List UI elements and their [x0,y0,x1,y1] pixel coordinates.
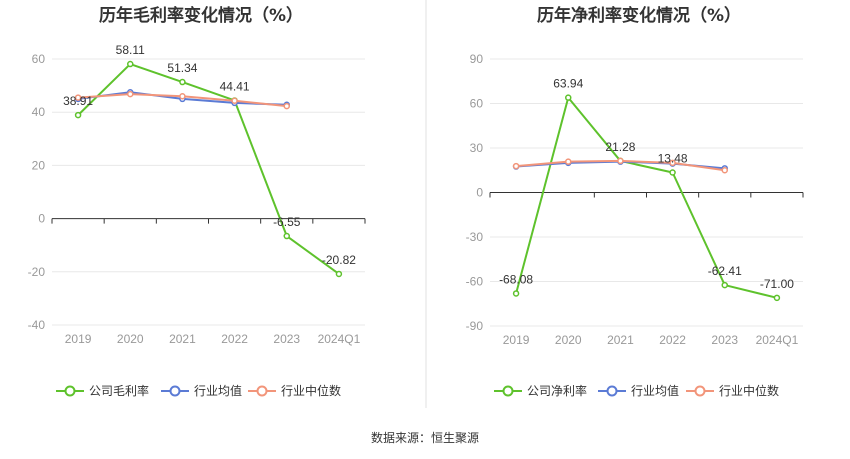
legend-marker-icon [64,385,76,397]
y-tick-label: 60 [470,97,484,111]
data-point-industry-median[interactable] [74,94,82,101]
data-point-company[interactable] [74,111,82,119]
data-point-company[interactable] [512,290,520,297]
x-tick-label: 2020 [117,332,144,346]
x-tick-label: 2024Q1 [756,333,799,347]
legend-marker-icon [169,385,181,397]
x-tick-label: 2020 [555,333,582,347]
series-line-company [515,96,778,299]
legend-item-company[interactable]: 公司净利率 [494,383,587,398]
legend-marker-icon [694,385,706,397]
chart-title: 历年毛利率变化情况（%） [99,5,303,26]
gross-margin-chart-panel: 历年毛利率变化情况（%） 60 40 20 0 -20 -40 2019 2020 2021 20… [28,5,366,398]
legend-marker-icon [502,385,514,397]
data-point-industry-median[interactable] [127,90,134,98]
data-point-company[interactable] [179,78,186,86]
data-label: 58.11 [116,43,145,57]
x-tick-label: 2022 [221,332,248,346]
net-margin-chart-panel: 历年净利率变化情况（%） 90 60 30 0 -30 -60 -90 2019 2020 202… [466,5,804,398]
data-label: 38.91 [63,94,93,108]
data-point-company[interactable] [127,60,134,68]
data-point-industry-median[interactable] [721,167,728,174]
data-point-company[interactable] [565,94,572,101]
data-label: 51.34 [167,61,197,75]
y-tick-label: -60 [466,275,484,289]
data-label: 13.48 [658,152,688,166]
y-tick-label: 0 [38,212,45,226]
x-tick-label: 2019 [65,332,92,346]
legend-marker-icon [606,385,618,397]
data-point-company[interactable] [721,281,728,289]
x-tick-label: 2021 [607,333,634,347]
legend-item-industry-avg[interactable]: 行业均值 [598,383,679,398]
legend-label: 行业均值 [631,383,679,398]
y-tick-label: 60 [32,52,46,66]
x-tick-label: 2021 [169,332,196,346]
data-source-note: 数据来源：恒生聚源 [371,430,479,445]
legend-label: 行业中位数 [719,383,779,398]
x-tick-label: 2023 [711,333,738,347]
data-point-industry-median[interactable] [565,158,572,165]
legend-label: 行业均值 [194,383,242,398]
legend-marker-icon [256,385,268,397]
data-label: 44.41 [220,79,250,93]
y-tick-label: -30 [466,230,484,244]
legend-label: 公司净利率 [527,383,587,398]
data-point-company[interactable] [773,294,781,302]
data-point-company[interactable] [283,232,290,240]
series-line-company [77,63,340,275]
y-tick-label: 40 [32,105,46,119]
legend-item-industry-median[interactable]: 行业中位数 [686,383,779,398]
legend-label: 公司毛利率 [89,383,149,398]
y-tick-label: -20 [28,265,46,279]
y-tick-label: 30 [470,141,484,155]
y-tick-label: 20 [32,158,46,172]
y-tick-label: 0 [476,186,483,200]
legend-item-industry-avg[interactable]: 行业均值 [161,383,242,398]
legend-label: 行业中位数 [281,383,341,398]
data-label: 21.28 [605,140,635,154]
y-tick-label: -40 [28,318,46,332]
data-point-industry-median[interactable] [512,162,520,170]
data-label: -68.08 [499,272,533,286]
data-point-industry-median[interactable] [179,92,186,100]
data-label: -20.82 [322,253,356,267]
y-tick-label: 90 [470,52,484,66]
data-label: -71.00 [760,277,794,291]
data-point-industry-median[interactable] [231,97,238,105]
legend-item-industry-median[interactable]: 行业中位数 [248,383,341,398]
data-point-industry-median[interactable] [669,159,676,167]
data-label: -62.41 [708,264,742,278]
x-tick-label: 2024Q1 [318,332,361,346]
data-label: 63.94 [553,77,583,91]
x-tick-label: 2023 [273,332,300,346]
data-label: -6.55 [273,215,301,229]
x-tick-label: 2022 [659,333,686,347]
y-tick-label: -90 [466,319,484,333]
data-point-company[interactable] [669,169,676,176]
data-point-company[interactable] [335,270,343,278]
legend-item-company[interactable]: 公司毛利率 [56,383,149,398]
chart-title: 历年净利率变化情况（%） [537,5,741,26]
data-point-industry-median[interactable] [283,102,290,110]
data-point-industry-median[interactable] [617,157,624,165]
x-tick-label: 2019 [503,333,530,347]
